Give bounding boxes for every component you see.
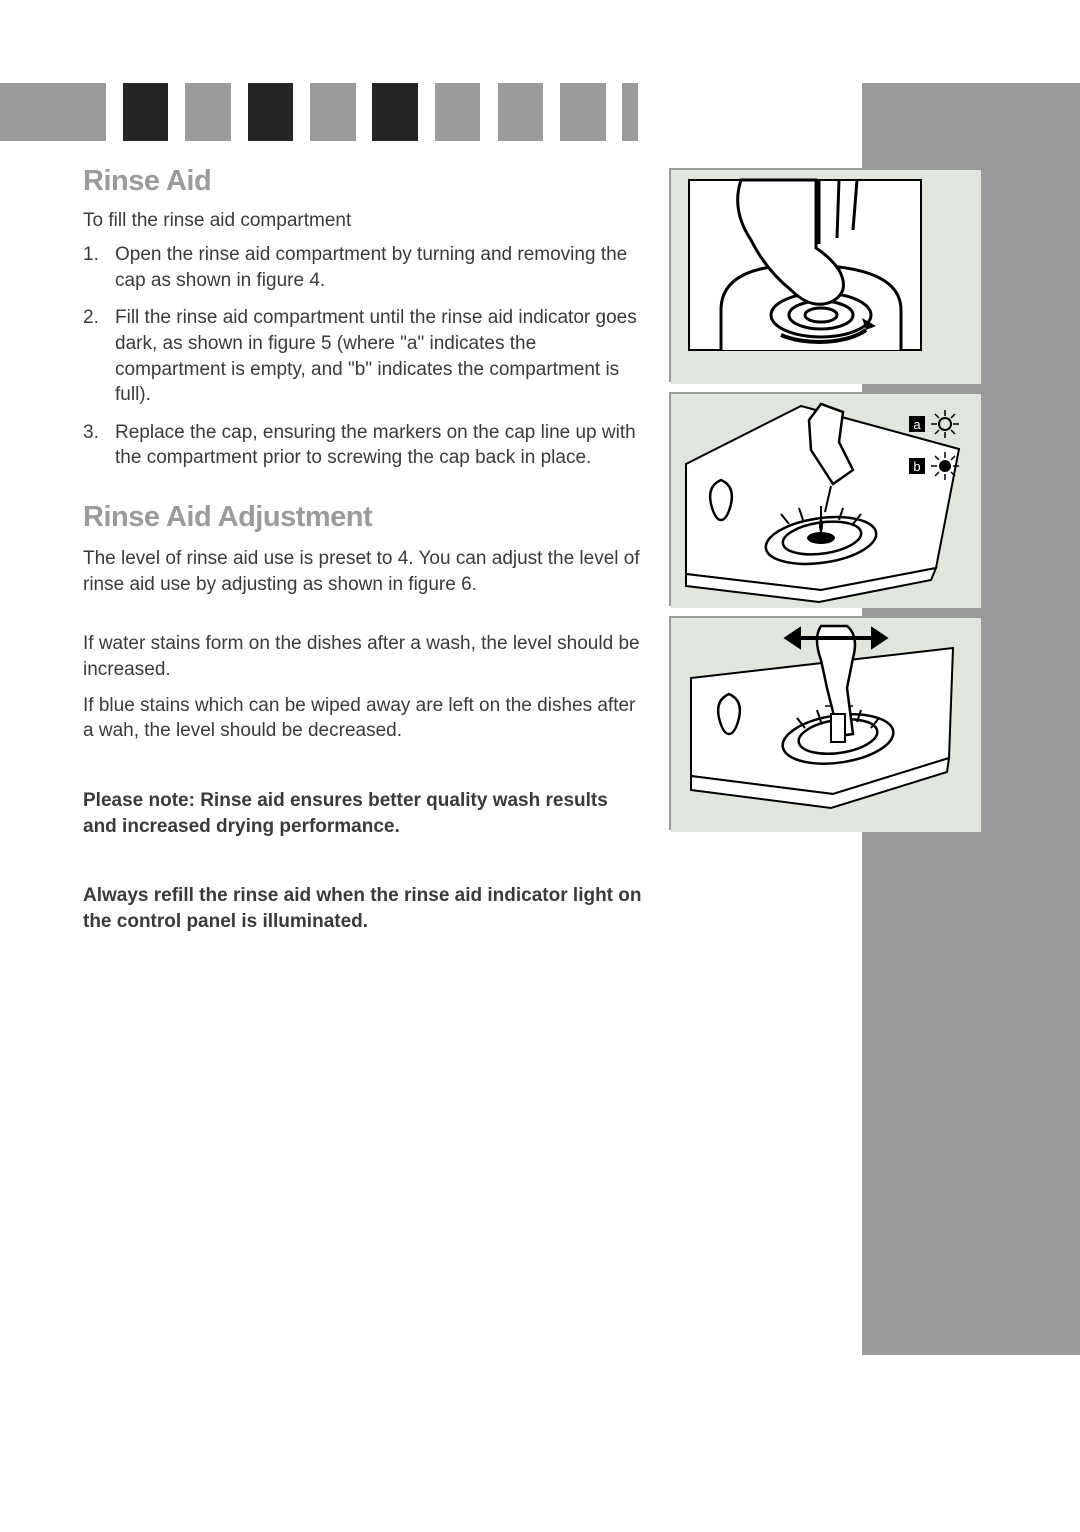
indicator-label-a: a <box>913 417 921 432</box>
figure-column: fig. 4 <box>669 168 989 840</box>
header-bar <box>248 83 293 141</box>
list-item: Fill the rinse aid compartment until the… <box>83 305 643 408</box>
figure-6-illustration <box>671 618 981 832</box>
list-item: Replace the cap, ensuring the markers on… <box>83 420 643 471</box>
section-title-rinse-aid: Rinse Aid <box>83 165 643 198</box>
header-bar <box>372 83 418 141</box>
header-bar <box>560 83 606 141</box>
body-para: If blue stains which can be wiped away a… <box>83 693 643 744</box>
rinse-aid-steps: Open the rinse aid compartment by turnin… <box>83 242 643 471</box>
main-content: Rinse Aid To fill the rinse aid compartm… <box>83 165 643 979</box>
figure-5-illustration: a b <box>671 394 981 608</box>
header-bar <box>435 83 480 141</box>
indicator-label-b: b <box>913 459 920 474</box>
figure-6: fig. 6 <box>669 616 989 826</box>
header-bar <box>123 83 168 141</box>
note-para: Always refill the rinse aid when the rin… <box>83 883 643 934</box>
header-bar <box>498 83 543 141</box>
section-title-adjustment: Rinse Aid Adjustment <box>83 501 643 534</box>
header-bar <box>0 83 106 141</box>
header-bar <box>622 83 638 141</box>
note-para: Please note: Rinse aid ensures better qu… <box>83 788 643 839</box>
header-bar <box>310 83 356 141</box>
figure-4: fig. 4 <box>669 168 989 378</box>
body-para: The level of rinse aid use is preset to … <box>83 546 643 597</box>
figure-4-illustration <box>671 170 981 384</box>
figure-5: a b <box>669 392 989 602</box>
rinse-aid-intro: To fill the rinse aid compartment <box>83 210 643 232</box>
body-para: If water stains form on the dishes after… <box>83 631 643 682</box>
header-bar <box>185 83 231 141</box>
list-item: Open the rinse aid compartment by turnin… <box>83 242 643 293</box>
